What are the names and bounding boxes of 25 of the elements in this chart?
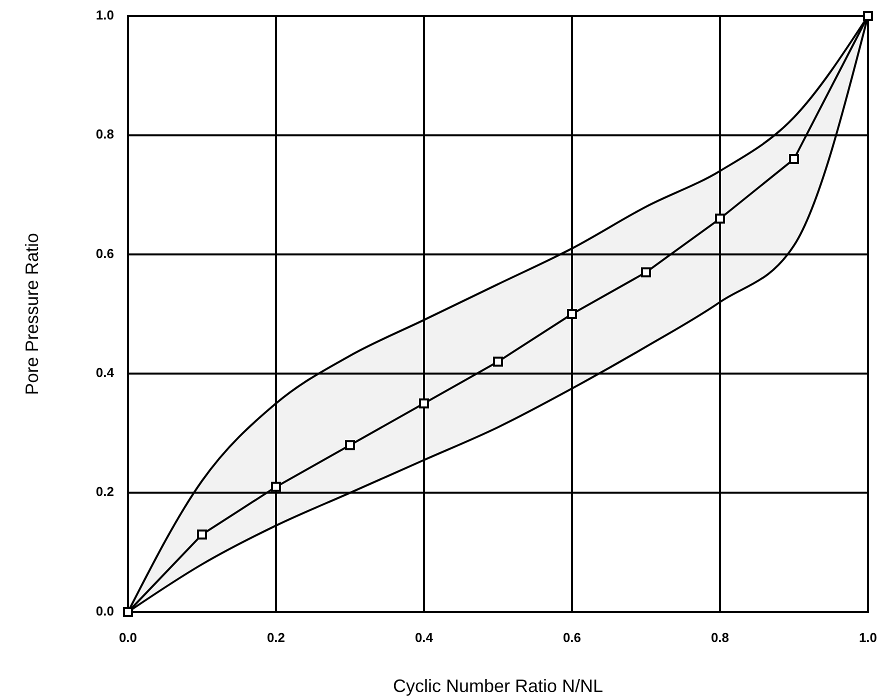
point (641, 267, 651, 278)
y-tick-label: 0.0 (96, 603, 114, 618)
point (493, 356, 503, 367)
x-tick-label: 0.6 (562, 630, 582, 645)
x-tick-label: 0.2 (266, 630, 286, 645)
point (789, 154, 799, 164)
x-axis-title: Cyclic Number Ratio N/NL (392, 676, 604, 696)
point (715, 214, 725, 224)
y-tick-label: 1.0 (96, 7, 114, 22)
y-axis-title: Pore Pressure Ratio (22, 232, 42, 396)
y-tick-label: 0.8 (96, 126, 114, 142)
x-tick-label: 0.8 (710, 630, 730, 645)
point (419, 398, 429, 408)
y-tick-label: 0.2 (96, 484, 114, 500)
y-tick-label: 0.4 (96, 365, 115, 380)
point (345, 440, 355, 450)
point (863, 11, 873, 21)
point (123, 607, 133, 617)
point (197, 530, 207, 540)
x-tick-label: 0.0 (118, 630, 138, 645)
point (271, 482, 281, 492)
y-tick-label: 0.6 (96, 246, 114, 261)
x-tick-label: 0.4 (414, 630, 434, 645)
point (567, 309, 577, 319)
x-tick-label: 1.0 (858, 630, 878, 645)
